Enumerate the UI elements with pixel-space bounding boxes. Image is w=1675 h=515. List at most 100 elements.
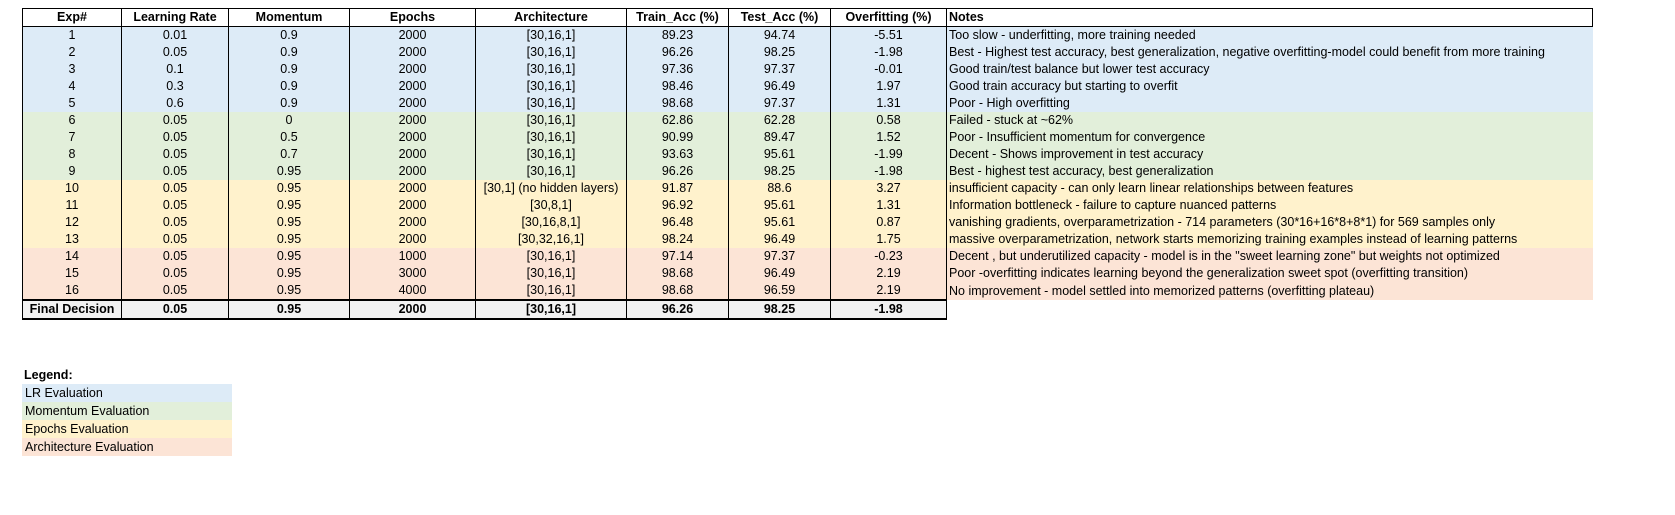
cell-epochs: 2000 — [349, 146, 476, 163]
cell-architecture: [30,16,1] — [475, 95, 627, 112]
cell-epochs: 2000 — [349, 78, 476, 95]
cell-test-acc: 96.49 — [728, 78, 831, 95]
legend-item: Architecture Evaluation — [22, 438, 232, 456]
cell-notes: Decent , but underutilized capacity - mo… — [946, 248, 1593, 265]
cell-train-acc: 96.26 — [626, 299, 729, 320]
cell-notes: Good train accuracy but starting to over… — [946, 78, 1593, 95]
cell-learning-rate: 0.6 — [121, 95, 229, 112]
cell-learning-rate: 0.05 — [121, 44, 229, 61]
table-row: 7 0.05 0.5 2000 [30,16,1] 90.99 89.47 1.52 Poor … — [22, 129, 1593, 146]
cell-test-acc: 98.25 — [728, 163, 831, 180]
cell-momentum: 0.95 — [228, 163, 350, 180]
cell-overfitting: -0.01 — [830, 61, 947, 78]
cell-overfitting: -1.98 — [830, 299, 947, 320]
cell-momentum: 0.7 — [228, 146, 350, 163]
cell-notes: Poor - Insufficient momentum for converg… — [946, 129, 1593, 146]
cell-learning-rate: 0.1 — [121, 61, 229, 78]
table-row: 15 0.05 0.95 3000 [30,16,1] 98.68 96.49 2.19 Poo… — [22, 265, 1593, 282]
col-test-acc-header: Test_Acc (%) — [728, 8, 831, 27]
cell-momentum: 0 — [228, 112, 350, 129]
cell-overfitting: -0.23 — [830, 248, 947, 265]
cell-train-acc: 98.68 — [626, 282, 729, 300]
cell-momentum: 0.9 — [228, 44, 350, 61]
table-row: 8 0.05 0.7 2000 [30,16,1] 93.63 95.61 -1.99 Dece… — [22, 146, 1593, 163]
cell-train-acc: 97.36 — [626, 61, 729, 78]
cell-test-acc: 95.61 — [728, 197, 831, 214]
cell-architecture: [30,16,1] — [475, 265, 627, 282]
cell-overfitting: 2.19 — [830, 265, 947, 282]
cell-notes: vanishing gradients, overparametrization… — [946, 214, 1593, 231]
cell-exp: 3 — [22, 61, 122, 78]
cell-test-acc: 95.61 — [728, 146, 831, 163]
legend-title: Legend: — [24, 368, 73, 382]
cell-train-acc: 91.87 — [626, 180, 729, 197]
cell-notes: Poor -overfitting indicates learning bey… — [946, 265, 1593, 282]
cell-architecture: [30,16,1] — [475, 163, 627, 180]
cell-test-acc: 88.6 — [728, 180, 831, 197]
cell-exp: 6 — [22, 112, 122, 129]
cell-exp: 2 — [22, 44, 122, 61]
col-epochs-header: Epochs — [349, 8, 476, 27]
cell-epochs: 2000 — [349, 180, 476, 197]
header-row: Exp# Learning Rate Momentum Epochs Archi… — [22, 8, 1593, 27]
table-row: 12 0.05 0.95 2000 [30,16,8,1] 96.48 95.61 0.87 v… — [22, 214, 1593, 231]
cell-learning-rate: 0.05 — [121, 112, 229, 129]
table-row: 10 0.05 0.95 2000 [30,1] (no hidden layers) 9… — [22, 180, 1593, 197]
cell-epochs: 2000 — [349, 95, 476, 112]
cell-test-acc: 97.37 — [728, 61, 831, 78]
table-row: 6 0.05 0 2000 [30,16,1] 62.86 62.28 0.58 Failed … — [22, 112, 1593, 129]
cell-momentum: 0.95 — [228, 214, 350, 231]
cell-exp: 8 — [22, 146, 122, 163]
cell-epochs: 2000 — [349, 129, 476, 146]
cell-exp: 10 — [22, 180, 122, 197]
cell-momentum: 0.5 — [228, 129, 350, 146]
cell-epochs: 2000 — [349, 44, 476, 61]
cell-exp: 11 — [22, 197, 122, 214]
cell-exp: 15 — [22, 265, 122, 282]
cell-test-acc: 95.61 — [728, 214, 831, 231]
cell-momentum: 0.95 — [228, 231, 350, 248]
cell-notes — [946, 300, 1593, 319]
cell-momentum: 0.9 — [228, 78, 350, 95]
cell-momentum: 0.95 — [228, 180, 350, 197]
cell-exp: 5 — [22, 95, 122, 112]
cell-overfitting: -1.98 — [830, 44, 947, 61]
cell-test-acc: 97.37 — [728, 95, 831, 112]
cell-momentum: 0.95 — [228, 265, 350, 282]
cell-test-acc: 98.25 — [728, 299, 831, 320]
cell-learning-rate: 0.3 — [121, 78, 229, 95]
col-learning-rate-header: Learning Rate — [121, 8, 229, 27]
cell-train-acc: 93.63 — [626, 146, 729, 163]
cell-notes: Information bottleneck - failure to capt… — [946, 197, 1593, 214]
cell-epochs: 2000 — [349, 214, 476, 231]
cell-exp: 7 — [22, 129, 122, 146]
cell-learning-rate: 0.05 — [121, 146, 229, 163]
col-notes-header: Notes — [946, 8, 1593, 27]
cell-train-acc: 98.68 — [626, 95, 729, 112]
cell-architecture: [30,16,1] — [475, 129, 627, 146]
table-row: 1 0.01 0.9 2000 [30,16,1] 89.23 94.74 -5.51 Too … — [22, 26, 1593, 44]
table-body: 1 0.01 0.9 2000 [30,16,1] 89.23 94.74 -5.51 Too … — [22, 26, 1593, 320]
legend-item: Momentum Evaluation — [22, 402, 232, 420]
cell-train-acc: 96.92 — [626, 197, 729, 214]
cell-train-acc: 97.14 — [626, 248, 729, 265]
table-row: 5 0.6 0.9 2000 [30,16,1] 98.68 97.37 1.31 Poor -… — [22, 95, 1593, 112]
cell-overfitting: 0.58 — [830, 112, 947, 129]
cell-architecture: [30,16,1] — [475, 78, 627, 95]
cell-test-acc: 97.37 — [728, 248, 831, 265]
cell-epochs: 2000 — [349, 61, 476, 78]
cell-architecture: [30,16,1] — [475, 44, 627, 61]
cell-test-acc: 96.49 — [728, 231, 831, 248]
cell-notes: Best - Highest test accuracy, best gener… — [946, 44, 1593, 61]
cell-exp: 9 — [22, 163, 122, 180]
cell-exp: 16 — [22, 282, 122, 300]
cell-overfitting: -1.99 — [830, 146, 947, 163]
col-train-acc-header: Train_Acc (%) — [626, 8, 729, 27]
cell-overfitting: 0.87 — [830, 214, 947, 231]
cell-notes: massive overparametrization, network sta… — [946, 231, 1593, 248]
cell-architecture: [30,16,1] — [475, 61, 627, 78]
cell-overfitting: 1.75 — [830, 231, 947, 248]
cell-exp: 4 — [22, 78, 122, 95]
cell-momentum: 0.95 — [228, 282, 350, 300]
cell-epochs: 2000 — [349, 299, 476, 320]
